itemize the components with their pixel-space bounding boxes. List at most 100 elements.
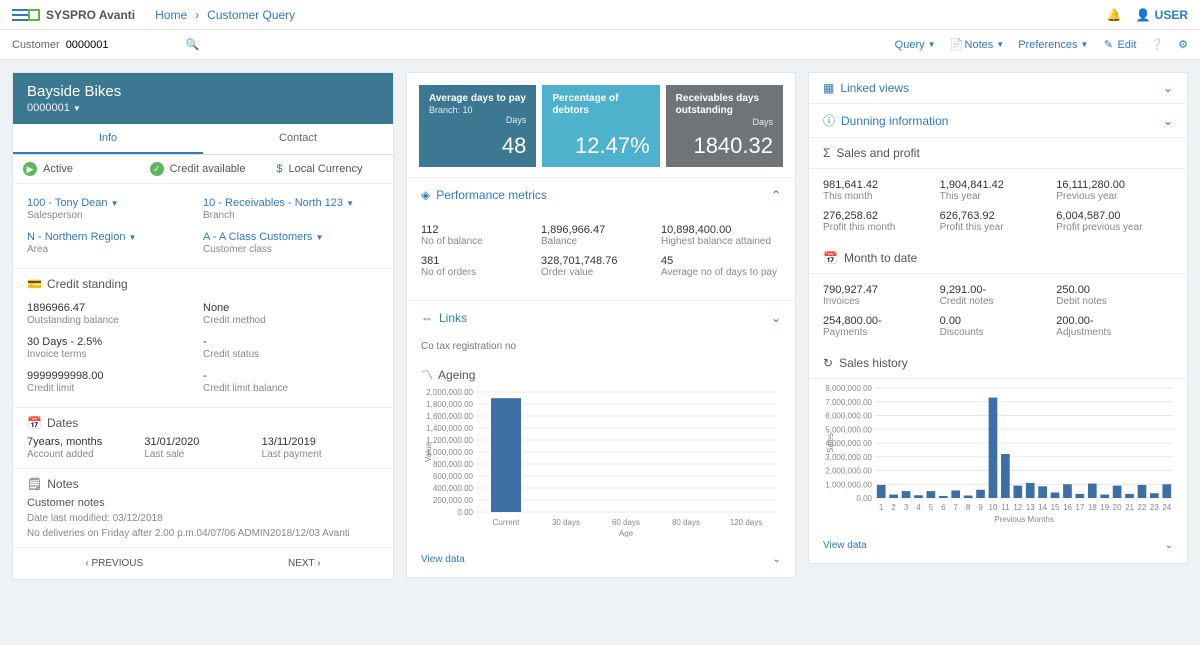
ageing-viewdata[interactable]: View data xyxy=(421,554,465,565)
breadcrumb-home[interactable]: Home xyxy=(155,8,187,22)
svg-text:8,000,000.00: 8,000,000.00 xyxy=(825,384,872,393)
user-menu[interactable]: 👤 USER xyxy=(1136,8,1188,22)
field-class[interactable]: A - A Class Customers ▼Customer class xyxy=(203,226,379,260)
svg-text:Age: Age xyxy=(619,529,634,537)
sales-header[interactable]: ΣSales and profit xyxy=(809,138,1187,169)
mtd-item-4: 0.00Discounts xyxy=(940,311,1057,342)
gear-icon[interactable]: ⚙ xyxy=(1178,38,1188,51)
notes-icon: 📄 xyxy=(950,38,962,51)
svg-text:6: 6 xyxy=(941,503,946,512)
hist-viewdata[interactable]: View data xyxy=(823,540,867,551)
ageing-header: 〽Ageing xyxy=(407,358,795,383)
dates-section: 📅Dates 7years, monthsAccount added 31/01… xyxy=(13,407,393,468)
brand: SYSPRO Avanti xyxy=(28,8,135,22)
svg-text:7,000,000.00: 7,000,000.00 xyxy=(825,398,872,407)
linked-views-header[interactable]: ▦Linked views⌄ xyxy=(809,73,1187,104)
breadcrumb-page[interactable]: Customer Query xyxy=(207,8,295,22)
links-header[interactable]: ⇔Links⌄ xyxy=(421,311,781,325)
mtd-grid: 790,927.47Invoices9,291.00-Credit notes2… xyxy=(809,274,1187,348)
tab-contact[interactable]: Contact xyxy=(203,124,393,154)
svg-text:1,000,000.00: 1,000,000.00 xyxy=(825,480,872,489)
svg-text:80 days: 80 days xyxy=(672,518,700,527)
notes-menu[interactable]: 📄Notes▼ xyxy=(950,38,1005,51)
svg-text:2,000,000.00: 2,000,000.00 xyxy=(426,388,473,397)
field-salesperson[interactable]: 100 - Tony Dean ▼Salesperson xyxy=(27,192,203,226)
status-currency: $Local Currency xyxy=(266,155,393,183)
tab-info[interactable]: Info xyxy=(13,124,203,154)
calendar-icon: 📅 xyxy=(27,416,42,430)
sales-item-5: 6,004,587.00Profit previous year xyxy=(1056,206,1173,237)
perf-metric-5: 45Average no of days to pay xyxy=(661,251,781,282)
svg-text:400,000.00: 400,000.00 xyxy=(433,484,474,493)
perf-metric-3: 381No of orders xyxy=(421,251,541,282)
svg-text:14: 14 xyxy=(1038,503,1047,512)
field-area[interactable]: N - Northern Region ▼Area xyxy=(27,226,203,260)
customer-label: Customer xyxy=(12,39,60,51)
edit-button[interactable]: ✎Edit xyxy=(1102,38,1136,51)
info-icon: ⓘ xyxy=(823,112,835,129)
credit-heading: Credit standing xyxy=(47,277,128,291)
customer-name: Bayside Bikes xyxy=(27,83,379,100)
top-bar: SYSPRO Avanti Home › Customer Query 🔔 👤U… xyxy=(0,0,1200,30)
hist-header[interactable]: ↻Sales history xyxy=(809,348,1187,379)
customer-header: Bayside Bikes 0000001 ▼ xyxy=(13,73,393,124)
dollar-icon: $ xyxy=(276,163,282,175)
date-added: 7years, monthsAccount added xyxy=(27,436,144,460)
svg-text:9: 9 xyxy=(978,503,983,512)
credit-limbal: -Credit limit balance xyxy=(203,365,379,399)
customer-id[interactable]: 0000001 ▼ xyxy=(27,102,379,114)
perf-header[interactable]: ◈Performance metrics⌃ xyxy=(421,188,781,202)
svg-text:4: 4 xyxy=(916,503,921,512)
card-icon: 💳 xyxy=(27,277,42,291)
svg-text:Sales: Sales xyxy=(826,433,835,453)
svg-text:2: 2 xyxy=(891,503,896,512)
svg-text:30 days: 30 days xyxy=(552,518,580,527)
check-icon: ✓ xyxy=(150,162,164,176)
diamond-icon: ◈ xyxy=(421,188,430,202)
svg-text:6,000,000.00: 6,000,000.00 xyxy=(825,412,872,421)
note-icon: 🗒 xyxy=(27,477,42,491)
status-row: ▶Active ✓Credit available $Local Currenc… xyxy=(13,155,393,184)
mtd-item-5: 200.00-Adjustments xyxy=(1056,311,1173,342)
prev-button[interactable]: ‹ PREVIOUS xyxy=(85,558,143,569)
perf-metric-4: 328,701,748.76Order value xyxy=(541,251,661,282)
brand-text: SYSPRO Avanti xyxy=(46,8,135,22)
sales-item-4: 626,763.92Profit this year xyxy=(940,206,1057,237)
query-menu[interactable]: Query▼ xyxy=(895,39,936,51)
tabs: Info Contact xyxy=(13,124,393,155)
svg-text:0.00: 0.00 xyxy=(457,508,473,517)
notes-heading: Notes xyxy=(47,477,78,491)
notes-sub: Customer notes xyxy=(27,497,379,509)
chevron-down-icon: ⌄ xyxy=(771,311,781,325)
sum-icon: Σ xyxy=(823,146,830,160)
user-label: USER xyxy=(1155,8,1188,22)
svg-text:10: 10 xyxy=(989,503,998,512)
prefs-menu[interactable]: Preferences▼ xyxy=(1018,39,1088,51)
chevron-down-icon[interactable]: ⌄ xyxy=(773,554,781,565)
bell-icon[interactable]: 🔔 xyxy=(1107,8,1122,22)
svg-text:12: 12 xyxy=(1013,503,1022,512)
svg-text:1,000,000.00: 1,000,000.00 xyxy=(426,448,473,457)
svg-text:200,000.00: 200,000.00 xyxy=(433,496,474,505)
mtd-header[interactable]: 📅Month to date xyxy=(809,243,1187,274)
date-lastpay: 13/11/2019Last payment xyxy=(262,436,379,460)
links-tax: Co tax registration no xyxy=(407,335,795,358)
svg-text:24: 24 xyxy=(1162,503,1171,512)
credit-section: 💳 Credit standing 1896966.47Outstanding b… xyxy=(13,268,393,407)
credit-status: -Credit status xyxy=(203,331,379,365)
next-button[interactable]: NEXT › xyxy=(288,558,321,569)
notes-mod: Date last modified: 03/12/2018 xyxy=(27,513,379,524)
customer-input[interactable] xyxy=(66,39,166,51)
svg-text:1,800,000.00: 1,800,000.00 xyxy=(426,400,473,409)
svg-text:17: 17 xyxy=(1075,503,1084,512)
help-icon[interactable]: ❔ xyxy=(1150,38,1164,51)
perf-metric-1: 1,896,966.47Balance xyxy=(541,220,661,251)
search-icon[interactable]: 🔍 xyxy=(186,38,200,51)
chevron-down-icon[interactable]: ⌄ xyxy=(1165,540,1173,551)
menu-icon[interactable] xyxy=(12,9,28,21)
user-icon: 👤 xyxy=(1136,8,1151,22)
field-branch[interactable]: 10 - Receivables - North 123 ▼Branch xyxy=(203,192,379,226)
dunning-header[interactable]: ⓘDunning information⌄ xyxy=(809,104,1187,138)
svg-text:120 days: 120 days xyxy=(730,518,762,527)
credit-balance: 1896966.47Outstanding balance xyxy=(27,297,203,331)
